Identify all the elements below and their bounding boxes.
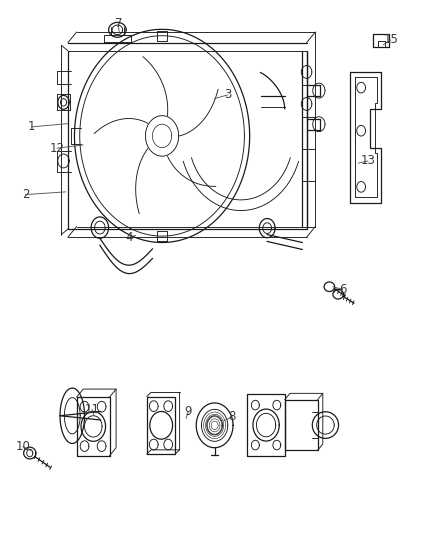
Text: 2: 2 [21,188,29,201]
Text: 3: 3 [224,88,231,101]
Text: 9: 9 [184,405,192,418]
Text: 10: 10 [15,440,30,453]
Text: 11: 11 [85,403,99,416]
Text: 1: 1 [28,120,35,133]
Text: 13: 13 [360,155,375,167]
Text: 7: 7 [114,18,122,30]
Text: 8: 8 [229,410,236,423]
Text: 4: 4 [125,231,133,244]
Text: 6: 6 [339,283,346,296]
Text: 12: 12 [49,142,64,155]
Text: 15: 15 [383,34,398,46]
